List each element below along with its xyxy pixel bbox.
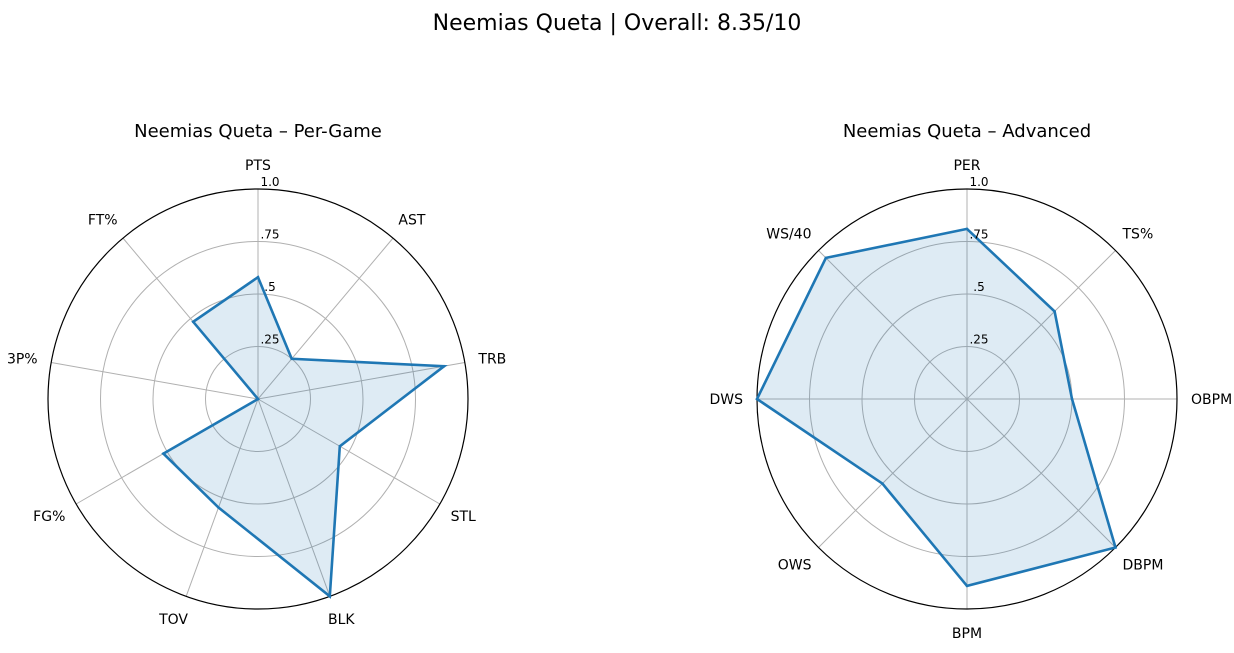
category-label-tov: TOV	[158, 612, 188, 628]
data-point-dws	[755, 397, 759, 401]
data-point-per	[965, 227, 969, 231]
radial-tick-label: 1.0	[260, 175, 279, 189]
category-label-blk: BLK	[328, 612, 355, 628]
spoke-3p-pct	[51, 362, 259, 400]
radial-tick-label: 1.0	[969, 175, 988, 189]
spoke-dbpm	[966, 398, 1116, 548]
series-area	[163, 277, 445, 597]
radial-tick-label: .75	[969, 228, 988, 242]
data-point-ast	[290, 357, 294, 361]
data-point-ft-pct	[191, 320, 195, 324]
category-label-trb: TRB	[477, 351, 506, 367]
radial-tick-label: .25	[260, 333, 279, 347]
radial-tick-label: .5	[973, 280, 984, 294]
chart-title: Neemias Queta – Advanced	[843, 121, 1091, 142]
data-point-trb	[442, 364, 446, 368]
spoke-trb	[257, 362, 465, 400]
data-point-blk	[328, 595, 332, 598]
category-label-ft-pct: FT%	[88, 213, 118, 229]
series-area	[757, 228, 1116, 586]
data-point-3p-pct	[256, 397, 260, 401]
data-point-bpm	[965, 584, 969, 588]
spoke-ws-40	[818, 250, 968, 400]
category-label-ast: AST	[398, 213, 425, 229]
category-label-ows: OWS	[778, 558, 812, 574]
radial-tick-label: .25	[969, 333, 988, 347]
spoke-ows	[818, 398, 968, 548]
category-label-ws-40: WS/40	[766, 227, 811, 243]
category-label-stl: STL	[451, 509, 476, 525]
chart-title: Neemias Queta – Per-Game	[134, 121, 382, 142]
data-point-ows	[881, 482, 884, 485]
spoke-ast	[257, 237, 394, 400]
category-label-per: PER	[953, 158, 980, 174]
spoke-ts-pct	[966, 250, 1116, 400]
spoke-tov	[185, 398, 259, 597]
data-point-ws-40	[824, 256, 828, 260]
data-point-fg-pct	[162, 452, 165, 455]
category-label-bpm: BPM	[952, 626, 982, 642]
data-point-stl	[338, 444, 342, 448]
radial-tick-label: .75	[260, 228, 279, 242]
data-point-tov	[217, 506, 220, 509]
category-label-fg-pct: FG%	[33, 509, 65, 525]
data-point-dbpm	[1114, 546, 1117, 549]
figure-title: Neemias Queta | Overall: 8.35/10	[433, 11, 802, 36]
category-label-ts-pct: TS%	[1122, 227, 1154, 243]
category-label-dbpm: DBPM	[1123, 558, 1164, 574]
radial-tick-label: .5	[264, 280, 275, 294]
category-label-pts: PTS	[245, 158, 271, 174]
data-point-ts-pct	[1053, 310, 1056, 313]
spoke-blk	[257, 398, 331, 597]
data-point-obpm	[1070, 397, 1074, 401]
data-point-pts	[256, 275, 260, 279]
series-line	[161, 275, 448, 599]
category-label-3p-pct: 3P%	[7, 351, 38, 367]
spoke-stl	[257, 398, 441, 505]
polar-frame	[47, 188, 469, 610]
category-label-dws: DWS	[709, 392, 743, 408]
category-label-obpm: OBPM	[1191, 392, 1232, 408]
